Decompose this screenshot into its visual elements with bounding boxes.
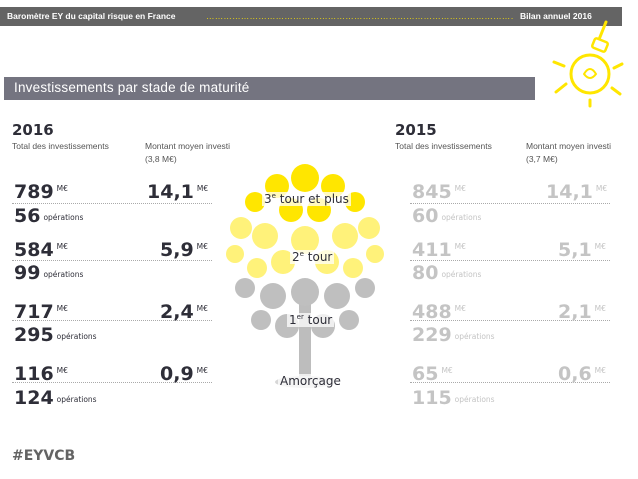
total-label-2015: Total des investissements [395, 141, 492, 151]
avg-2016-3e-tour: 14,1 M€ [147, 181, 209, 203]
avg-2016-amorcage: 0,9 M€ [160, 363, 208, 385]
amount-2015-1er-tour: 488 M€ [412, 301, 466, 323]
ops-2015-amorcage: 115 opérations [412, 387, 495, 409]
separator [12, 260, 212, 261]
avg-2016-1er-tour: 2,4 M€ [160, 301, 208, 323]
ops-2015-1er-tour: 229 opérations [412, 324, 495, 346]
amount-2016-amorcage: 116 M€ [14, 363, 68, 385]
stage-label-2e-tour: 2e tour [290, 250, 335, 264]
separator [12, 382, 212, 383]
amount-2016-2e-tour: 584 M€ [14, 239, 68, 261]
amount-2015-amorcage: 65 M€ [412, 363, 453, 385]
top-header: Baromètre EY du capital risque en France… [0, 0, 638, 29]
avg-2015-amorcage: 0,6 M€ [558, 363, 606, 385]
avg-2015-3e-tour: 14,1 M€ [546, 181, 608, 203]
header-title: Baromètre EY du capital risque en France [7, 11, 176, 21]
amount-2015-3e-tour: 845 M€ [412, 181, 466, 203]
amount-2016-1er-tour: 717 M€ [14, 301, 68, 323]
separator [12, 203, 212, 204]
separator [12, 320, 212, 321]
separator [410, 320, 610, 321]
avg-2016-2e-tour: 5,9 M€ [160, 239, 208, 261]
avg-2015-2e-tour: 5,1 M€ [558, 239, 606, 261]
separator [410, 203, 610, 204]
year-2015: 2015 [395, 121, 437, 139]
stage-label-3e-tour: 3e tour et plus [262, 192, 351, 206]
avg-label-2016: Montant moyen investi [145, 141, 231, 151]
ops-2015-2e-tour: 80 opérations [412, 262, 482, 284]
amount-2015-2e-tour: 411 M€ [412, 239, 466, 261]
header-strip [0, 7, 622, 26]
ops-2016-3e-tour: 56 opérations [14, 205, 84, 227]
amount-2016-3e-tour: 789 M€ [14, 181, 68, 203]
ops-2015-3e-tour: 60 opérations [412, 205, 482, 227]
hashtag: #EYVCB [12, 448, 76, 464]
section-title-bar: Investissements par stade de maturité [4, 77, 535, 100]
separator [410, 260, 610, 261]
total-label-2016: Total des investissements [12, 141, 109, 151]
ops-2016-amorcage: 124 opérations [14, 387, 97, 409]
header-dots: …………………………………………………………………………………………………………… [206, 11, 514, 21]
ops-2016-2e-tour: 99 opérations [14, 262, 84, 284]
avg-value-2015: (3,7 M€) [526, 154, 558, 164]
header-report-label: Bilan annuel 2016 [520, 11, 592, 21]
ops-2016-1er-tour: 295 opérations [14, 324, 97, 346]
stage-label-1er-tour: 1er tour [287, 313, 335, 327]
avg-label-2015: Montant moyen investi [526, 141, 612, 151]
separator [410, 382, 610, 383]
year-2016: 2016 [12, 121, 54, 139]
avg-value-2016: (3,8 M€) [145, 154, 177, 164]
lightbulb-icon [552, 20, 624, 108]
section-title: Investissements par stade de maturité [14, 80, 250, 95]
stage-label-amorcage: Amorçage [278, 374, 343, 388]
maturity-tree-illustration [226, 164, 384, 388]
avg-2015-1er-tour: 2,1 M€ [558, 301, 606, 323]
